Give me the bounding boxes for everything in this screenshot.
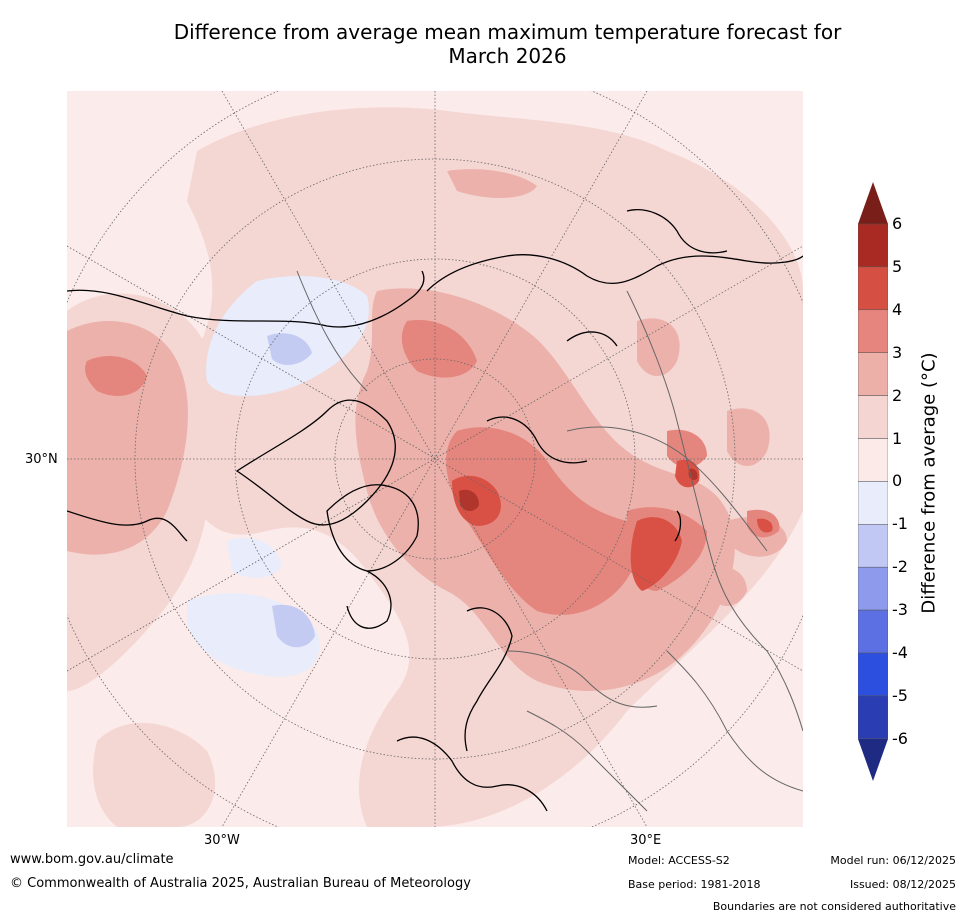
colorbar-segment xyxy=(858,524,888,568)
colorbar: 6 5 4 3 2 1 0 -1 -2 -3 -4 -5 -6 xyxy=(858,182,965,782)
footer-disclaimer: Boundaries are not considered authoritat… xyxy=(712,900,956,913)
colorbar-tick-label: 5 xyxy=(892,256,903,276)
footer-model: Model: ACCESS-S2 xyxy=(628,854,730,867)
colorbar-tick-label: 2 xyxy=(892,385,903,405)
colorbar-tick-label: -4 xyxy=(892,643,908,662)
colorbar-tick-label: 3 xyxy=(892,342,903,362)
colorbar-tick-label: -2 xyxy=(892,557,908,577)
footer-url: www.bom.gov.au/climate xyxy=(10,852,174,867)
colorbar-segment xyxy=(858,609,888,654)
colorbar-segment xyxy=(858,223,888,268)
colorbar-tick-label: -1 xyxy=(892,514,908,534)
anomaly-band-neg-2-1 xyxy=(267,333,315,648)
title-line-1: Difference from average mean maximum tem… xyxy=(173,20,842,44)
title-line-2: March 2026 xyxy=(448,44,567,68)
colorbar-tick-label: 1 xyxy=(892,428,903,448)
footer-base-period: Base period: 1981-2018 xyxy=(628,878,761,891)
footer-copyright: © Commonwealth of Australia 2025, Austra… xyxy=(10,876,471,891)
colorbar-segment xyxy=(858,309,888,353)
chart-title: Difference from average mean maximum tem… xyxy=(0,20,965,68)
colorbar-segment xyxy=(858,481,888,525)
colorbar-tick-label: 0 xyxy=(892,471,903,491)
colorbar-segment xyxy=(858,438,888,482)
footer-issued: Issued: 08/12/2025 xyxy=(849,878,956,891)
lon-label-30w: 30°W xyxy=(204,833,240,848)
colorbar-svg xyxy=(858,182,888,781)
graticule xyxy=(67,91,803,827)
coastlines xyxy=(67,209,803,812)
footer-model-run: Model run: 06/12/2025 xyxy=(830,854,956,867)
colorbar-segment xyxy=(858,395,888,439)
anomaly-band-5-6 xyxy=(459,468,698,511)
colorbar-label: Difference from average (°C) xyxy=(918,352,940,614)
country-borders xyxy=(296,270,803,812)
colorbar-tick-label: -6 xyxy=(892,728,908,748)
colorbar-bottom-arrow xyxy=(858,739,888,781)
colorbar-top-arrow xyxy=(858,182,888,224)
colorbar-segment xyxy=(858,566,888,611)
colorbar-tick-label: -5 xyxy=(892,685,908,705)
colorbar-tick-label: 4 xyxy=(892,299,903,319)
colorbar-segment xyxy=(858,352,888,396)
forecast-map xyxy=(67,91,803,827)
colorbar-segment xyxy=(858,652,888,697)
colorbar-segments xyxy=(858,223,888,740)
map-svg xyxy=(67,91,803,827)
lat-label-30n: 30°N xyxy=(25,452,58,467)
colorbar-tick-label: -3 xyxy=(892,600,908,620)
lon-label-30e: 30°E xyxy=(630,833,662,848)
colorbar-tick-label: 6 xyxy=(892,214,903,233)
colorbar-segment xyxy=(858,695,888,740)
colorbar-segment xyxy=(858,266,888,311)
